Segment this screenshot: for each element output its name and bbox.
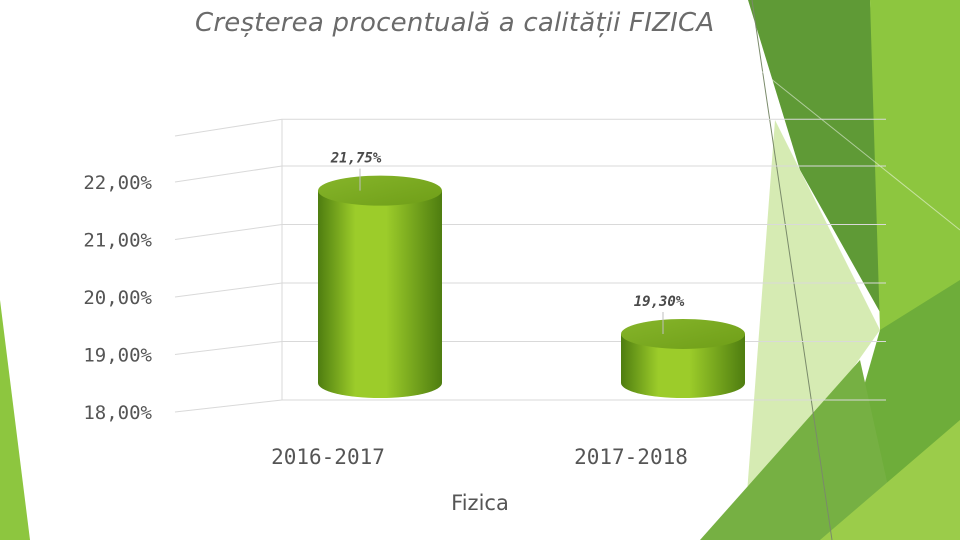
gridline-depth (174, 118, 283, 137)
bar-top (318, 175, 442, 206)
deco-bottom-green (700, 360, 900, 540)
bar-body (621, 333, 745, 398)
gridline-depth (174, 224, 283, 240)
x-category-label: 2016-2017 (271, 445, 385, 469)
gridline-depth (174, 282, 283, 298)
deco-left-sliver (0, 300, 30, 540)
deco-light-triangle (745, 120, 880, 520)
bar (318, 168, 442, 398)
chart-title: Creșterea procentuală a calității FIZICA (195, 8, 715, 38)
x-category-label: 2017-2018 (574, 445, 688, 469)
y-tick-label: 21,00% (83, 230, 152, 252)
y-axis-ticks: 18,00% 19,00% 20,00% 21,00% 22,00% (83, 172, 152, 424)
bar-body (318, 190, 442, 398)
bar (621, 311, 745, 398)
gridline-depth (174, 341, 283, 355)
y-tick-label: 18,00% (83, 402, 152, 424)
data-labels: 21,75% 19,30% (330, 151, 685, 310)
data-label: 21,75% (330, 151, 382, 167)
y-tick-label: 22,00% (83, 172, 152, 194)
deco-top-dark-shape (748, 0, 890, 330)
deco-bottom-right (820, 420, 960, 540)
gridlines (174, 118, 886, 413)
deco-line (751, 0, 833, 540)
y-tick-label: 19,00% (83, 345, 152, 367)
bar-top (621, 318, 745, 349)
x-axis-categories: 2016-2017 2017-2018 (271, 445, 688, 469)
x-axis-title: Fizica (451, 491, 509, 515)
y-tick-label: 20,00% (83, 287, 152, 309)
gridline-depth (174, 165, 283, 183)
data-label: 19,30% (634, 294, 685, 310)
bars (318, 168, 745, 398)
deco-line (759, 69, 960, 231)
gridline-depth (174, 399, 283, 413)
